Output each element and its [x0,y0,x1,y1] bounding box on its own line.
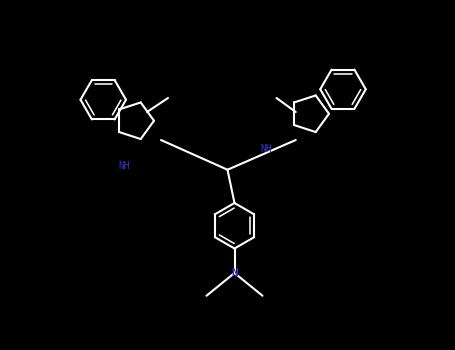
Text: NH: NH [118,161,130,171]
Text: N: N [231,268,238,278]
Text: NH: NH [260,144,272,154]
